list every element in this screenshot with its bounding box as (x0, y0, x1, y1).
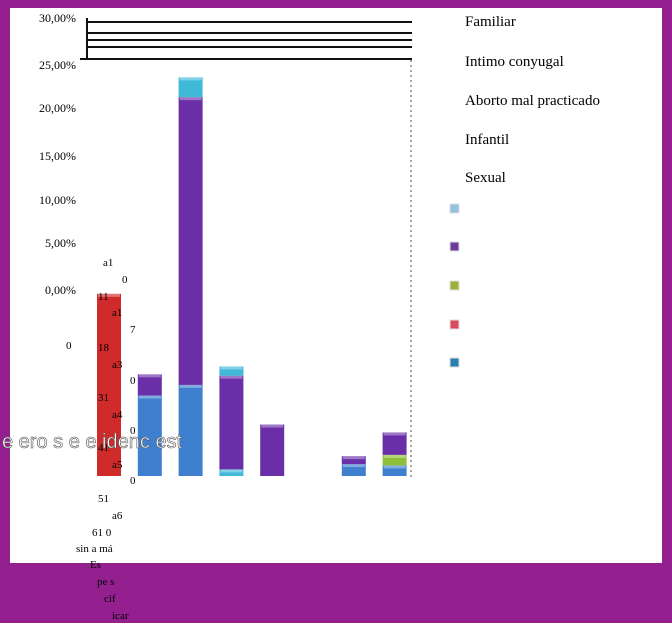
category-label-fragment: sin a má (76, 543, 113, 555)
bar-segment-3-0 (219, 469, 244, 476)
bar-highlight-1-1 (138, 374, 161, 378)
legend-swatch-3 (449, 319, 460, 330)
y-tick-label: 20,00% (39, 101, 76, 115)
legend-label-familiar: Familiar (465, 14, 516, 30)
category-label-fragment: 11 (98, 291, 109, 303)
bar-highlight-3-0 (220, 469, 243, 473)
category-label-fragment: 7 (130, 324, 136, 336)
bars (97, 77, 407, 476)
category-label-fragment: a1 (112, 307, 122, 319)
y-tick-label: 5,00% (45, 236, 76, 250)
bar-segment-7-0 (382, 465, 407, 476)
y-axis: 30,00% 25,00% 20,00% 15,00% 10,00% 5,00%… (39, 11, 76, 297)
legend-label-intimo-conyugal: Intimo conyugal (465, 54, 564, 70)
bar-highlight-2-1 (179, 97, 202, 101)
legend-swatch-0 (449, 203, 460, 214)
overlay-text: e ero s e e idenc est (2, 431, 183, 453)
bar-highlight-0-0 (98, 293, 120, 297)
bar-segment-3-2 (219, 366, 244, 376)
category-labels: a1 0 11 a1 7 0 18 a3 0 31 a4 0 41 a5 0 5… (66, 257, 136, 622)
category-label-fragment: pe s (97, 576, 114, 588)
bar-highlight-7-0 (383, 465, 406, 469)
bar-segment-2-1 (178, 97, 203, 385)
y-tick-label: 0,00% (45, 283, 76, 297)
category-label-fragment: a1 (103, 257, 113, 269)
bar-segment-0-0 (97, 293, 121, 476)
grid-lines (80, 18, 412, 478)
legend-swatch-2 (449, 280, 460, 291)
category-label-fragment: icar (112, 610, 129, 622)
category-label-fragment: 41 (98, 442, 109, 454)
category-label-fragment: 0 (130, 375, 136, 387)
category-label-fragment: cif (104, 593, 116, 605)
category-label-fragment: 18 (98, 342, 110, 354)
category-label-fragment: 0 (130, 475, 136, 487)
bar-highlight-7-2 (383, 432, 406, 436)
bar-segment-2-0 (178, 384, 203, 476)
y-tick-label: 25,00% (39, 58, 76, 72)
category-label-fragment: a6 (112, 510, 123, 522)
bar-highlight-3-2 (220, 366, 243, 370)
bar-segment-7-1 (382, 454, 407, 466)
bar-highlight-2-0 (179, 384, 202, 388)
legend-swatch-4 (449, 357, 460, 368)
bar-highlight-3-1 (220, 375, 243, 379)
category-label-fragment: 61 0 (92, 527, 112, 539)
category-label-fragment: a5 (112, 459, 123, 471)
legend-label-infantil: Infantil (465, 132, 509, 148)
category-label-fragment: 51 (98, 493, 109, 505)
bar-segment-7-2 (382, 432, 407, 455)
bar-segment-4-0 (260, 424, 285, 476)
y-tick-label: 10,00% (39, 193, 76, 207)
bar-segment-6-0 (341, 464, 366, 476)
bar-highlight-6-0 (342, 464, 365, 468)
bar-segment-2-2 (178, 77, 203, 98)
bar-segment-1-0 (137, 395, 162, 476)
category-label-fragment: 0 (130, 425, 136, 437)
bar-highlight-4-0 (261, 424, 284, 428)
category-label-fragment: 0 (66, 340, 72, 352)
legend: Familiar Intimo conyugal Aborto mal prac… (449, 14, 600, 368)
bar-segment-1-1 (137, 374, 162, 396)
category-label-fragment: Es (90, 559, 101, 571)
legend-label-sexual: Sexual (465, 170, 506, 186)
category-label-fragment: 31 (98, 392, 109, 404)
bar-highlight-1-0 (138, 395, 161, 399)
legend-swatch-1 (449, 241, 460, 252)
category-label-fragment: a3 (112, 359, 123, 371)
bar-segment-6-1 (341, 456, 366, 465)
bar-highlight-7-1 (383, 454, 406, 458)
y-tick-label: 30,00% (39, 11, 76, 25)
category-label-fragment: 0 (122, 274, 128, 286)
category-label-fragment: a4 (112, 409, 123, 421)
legend-label-aborto: Aborto mal practicado (465, 93, 600, 109)
bar-segment-3-1 (219, 375, 244, 470)
y-tick-label: 15,00% (39, 149, 76, 163)
bar-highlight-2-2 (179, 77, 202, 81)
bar-highlight-6-1 (342, 456, 365, 460)
